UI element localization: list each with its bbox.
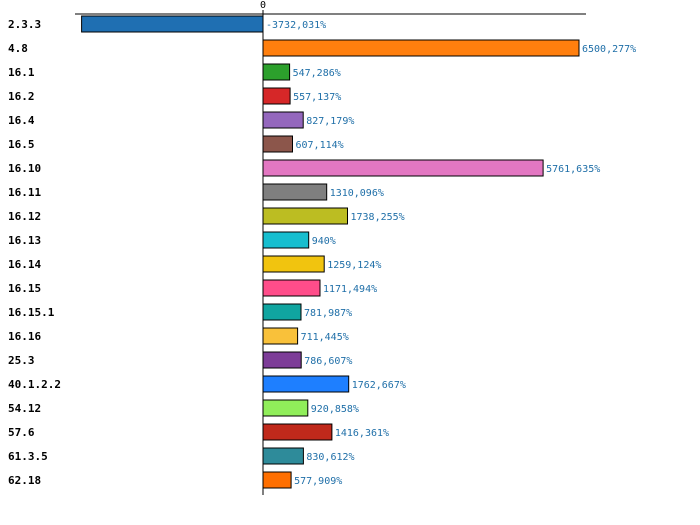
category-label: 16.1	[8, 66, 35, 79]
category-label: 40.1.2.2	[8, 378, 61, 391]
bar	[262, 327, 299, 345]
value-label: 577,909%	[294, 476, 342, 487]
category-label: 16.12	[8, 210, 41, 223]
value-label: 1762,667%	[352, 380, 406, 391]
value-label: 1310,096%	[330, 188, 384, 199]
bar	[262, 87, 291, 105]
value-label: 830,612%	[306, 452, 354, 463]
category-label: 16.2	[8, 90, 35, 103]
value-label: -3732,031%	[266, 20, 326, 31]
bar	[262, 39, 580, 57]
category-label: 16.10	[8, 162, 41, 175]
category-label: 57.6	[8, 426, 35, 439]
value-label: 781,987%	[304, 308, 352, 319]
bars-group: 2.3.3 -3732,031% 4.8 6500,277% 16.1 547,286% 1…	[8, 15, 636, 489]
bar	[262, 375, 350, 393]
category-label: 4.8	[8, 42, 28, 55]
category-label: 62.18	[8, 474, 41, 487]
category-label: 16.11	[8, 186, 41, 199]
bar	[262, 183, 328, 201]
category-label: 16.15.1	[8, 306, 55, 319]
value-label: 920,858%	[311, 404, 359, 415]
bar	[262, 159, 544, 177]
bar	[262, 423, 333, 441]
value-label: 940%	[312, 236, 336, 247]
value-label: 1171,494%	[323, 284, 377, 295]
category-label: 54.12	[8, 402, 41, 415]
category-label: 61.3.5	[8, 450, 48, 463]
bar	[262, 471, 292, 489]
value-label: 607,114%	[296, 140, 344, 151]
bar	[262, 111, 304, 129]
bar	[262, 255, 325, 273]
category-label: 16.16	[8, 330, 41, 343]
value-label: 786,607%	[304, 356, 352, 367]
bar	[262, 207, 348, 225]
bar	[262, 303, 302, 321]
value-label: 1738,255%	[351, 212, 405, 223]
bar	[262, 63, 291, 81]
bar	[262, 231, 310, 249]
value-label: 827,179%	[306, 116, 354, 127]
value-label: 5761,635%	[546, 164, 600, 175]
category-label: 2.3.3	[8, 18, 41, 31]
category-label: 16.5	[8, 138, 35, 151]
bar	[262, 351, 302, 369]
value-label: 1259,124%	[327, 260, 381, 271]
bar	[262, 447, 304, 465]
bar	[262, 279, 321, 297]
value-label: 711,445%	[301, 332, 349, 343]
category-label: 25.3	[8, 354, 35, 367]
category-label: 16.13	[8, 234, 41, 247]
category-label: 16.4	[8, 114, 35, 127]
value-label: 557,137%	[293, 92, 341, 103]
bar	[262, 135, 293, 153]
zero-tick-label: 0	[260, 0, 266, 11]
category-label: 16.14	[8, 258, 41, 271]
bar	[81, 15, 264, 33]
bar	[262, 399, 309, 417]
value-label: 6500,277%	[582, 44, 636, 55]
value-label: 547,286%	[293, 68, 341, 79]
category-label: 16.15	[8, 282, 41, 295]
value-label: 1416,361%	[335, 428, 389, 439]
